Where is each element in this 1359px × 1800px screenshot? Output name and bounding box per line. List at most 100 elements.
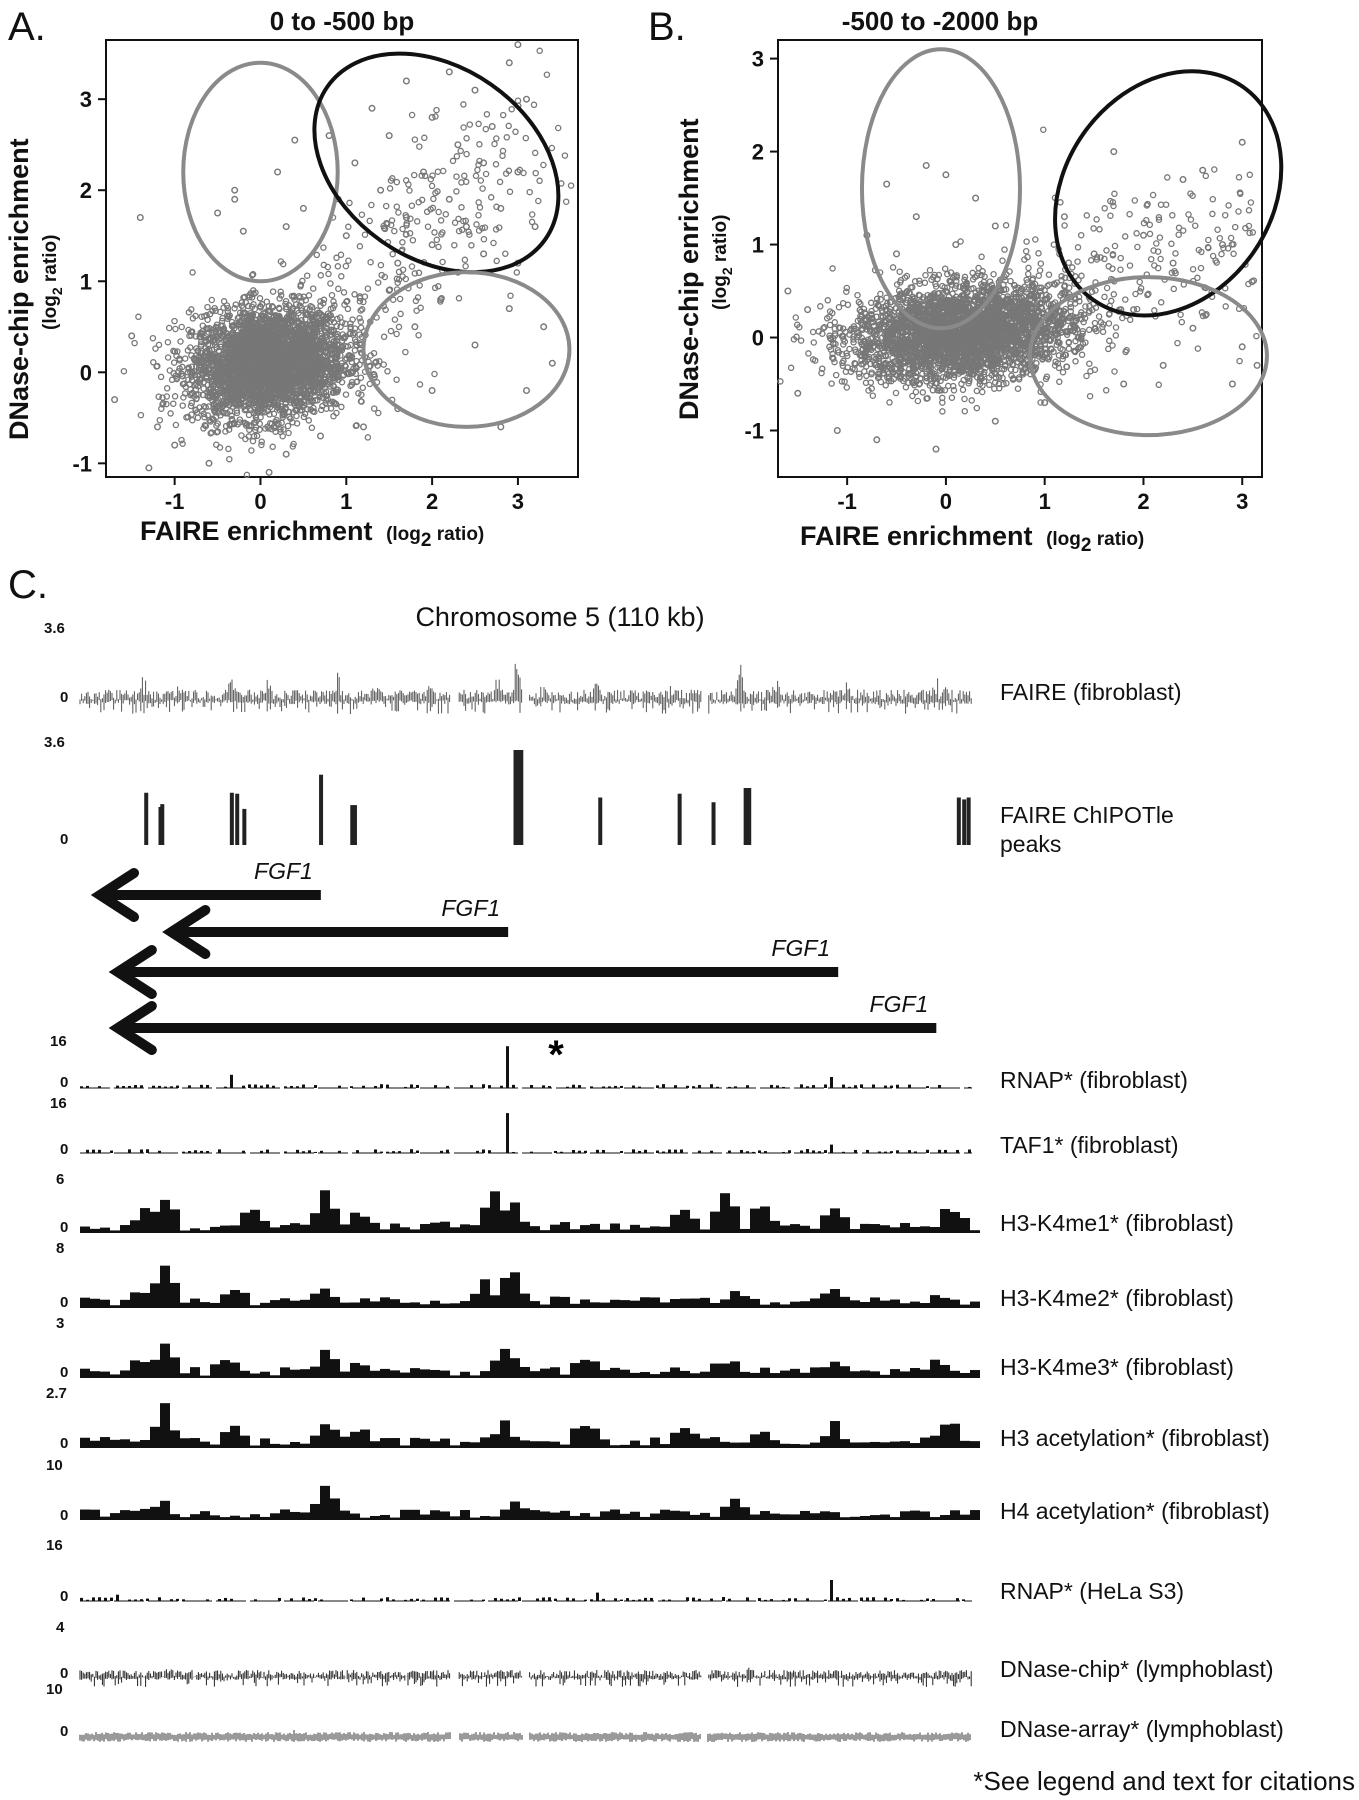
scatter-point bbox=[188, 363, 196, 370]
scatter-point bbox=[342, 262, 350, 270]
scatter-point bbox=[178, 323, 185, 331]
scatter-point bbox=[256, 420, 264, 428]
scatter-point bbox=[828, 380, 835, 387]
scatter-point bbox=[480, 235, 488, 243]
scatter-point bbox=[479, 185, 486, 192]
scatter-point bbox=[284, 422, 292, 430]
scatter-point bbox=[246, 399, 253, 406]
scatter-point bbox=[216, 444, 224, 451]
scatter-point bbox=[185, 364, 192, 371]
scatter-point bbox=[364, 285, 372, 292]
scatter-point bbox=[896, 268, 903, 275]
scatter-point bbox=[439, 258, 446, 266]
scatter-point bbox=[375, 409, 382, 417]
x-tick-label: 2 bbox=[426, 489, 438, 514]
scatter-point bbox=[491, 140, 498, 148]
scatter-point bbox=[345, 257, 352, 264]
scatter-point bbox=[454, 141, 462, 149]
scatter-point bbox=[351, 347, 359, 354]
scatter-point bbox=[258, 441, 265, 449]
scatter-point bbox=[150, 359, 157, 366]
scatter-point bbox=[245, 302, 252, 310]
scatter-point bbox=[225, 445, 232, 453]
scatter-point bbox=[226, 455, 233, 463]
scatter-point bbox=[492, 161, 500, 168]
scatter-point bbox=[181, 355, 189, 362]
scatter-point bbox=[561, 152, 569, 159]
scatter-point bbox=[312, 397, 319, 404]
scatter-point bbox=[189, 315, 197, 322]
highlight-ellipse bbox=[181, 60, 340, 284]
scatter-point bbox=[1105, 320, 1113, 327]
scatter-point bbox=[536, 177, 543, 185]
scatter-point bbox=[136, 213, 144, 221]
scatter-point bbox=[377, 186, 385, 194]
scatter-point bbox=[279, 432, 286, 440]
x-tick-label: 1 bbox=[340, 489, 352, 514]
scatter-point bbox=[179, 402, 186, 409]
scatter-point bbox=[941, 265, 949, 272]
scatter-point bbox=[393, 178, 401, 186]
scatter-point bbox=[236, 416, 244, 423]
highlight-ellipse bbox=[361, 270, 572, 429]
scatter-point bbox=[460, 124, 467, 131]
scatter-point bbox=[171, 393, 179, 400]
scatter-point bbox=[979, 388, 986, 396]
scatter-point bbox=[171, 317, 178, 325]
scatter-point bbox=[471, 86, 479, 94]
scatter-point bbox=[462, 223, 470, 231]
scatter-point bbox=[442, 211, 450, 218]
scatter-point bbox=[385, 132, 393, 140]
scatter-point bbox=[428, 182, 436, 190]
scatter-point bbox=[178, 436, 185, 444]
scatter-point bbox=[217, 341, 225, 348]
scatter-point bbox=[402, 77, 410, 85]
scatter-point bbox=[522, 134, 530, 142]
scatter-point bbox=[342, 320, 349, 327]
scatter-point bbox=[347, 382, 354, 390]
scatter-point bbox=[367, 258, 374, 266]
scatter-point bbox=[336, 347, 344, 354]
scatter-point bbox=[172, 421, 180, 429]
scatter-point bbox=[245, 411, 253, 419]
scatter-point bbox=[437, 217, 445, 224]
scatter-point bbox=[393, 203, 401, 210]
scatter-point bbox=[457, 147, 464, 155]
scatter-point bbox=[226, 408, 234, 415]
scatter-point bbox=[428, 241, 436, 249]
panel-b-letter: B. bbox=[648, 5, 686, 49]
scatter-point bbox=[156, 416, 164, 424]
scatter-point bbox=[236, 419, 243, 426]
scatter-point bbox=[391, 316, 399, 323]
scatter-point bbox=[475, 211, 482, 219]
scatter-point bbox=[490, 239, 497, 247]
scatter-point bbox=[476, 141, 483, 148]
scatter-point bbox=[428, 113, 436, 121]
scatter-point bbox=[335, 285, 342, 293]
scatter-point bbox=[303, 272, 311, 279]
scatter-point bbox=[506, 188, 514, 196]
scatter-point bbox=[187, 402, 195, 410]
scatter-point bbox=[340, 289, 348, 296]
scatter-point bbox=[135, 313, 142, 321]
scatter-point bbox=[409, 236, 417, 244]
scatter-point bbox=[514, 41, 522, 49]
scatter-point bbox=[368, 104, 376, 112]
scatter-point bbox=[431, 370, 438, 378]
scatter-point bbox=[275, 304, 283, 312]
scatter-point bbox=[294, 317, 301, 325]
scatter-point bbox=[177, 338, 184, 345]
scatter-point bbox=[350, 365, 357, 372]
scatter-point bbox=[145, 464, 153, 472]
scatter-point bbox=[435, 243, 442, 251]
scatter-point bbox=[243, 471, 251, 479]
panel-b-title: -500 to -2000 bp bbox=[842, 6, 1039, 36]
scatter-point bbox=[406, 187, 413, 194]
scatter-point bbox=[271, 401, 279, 409]
scatter-point bbox=[246, 422, 253, 430]
scatter-point bbox=[488, 122, 496, 130]
scatter-point bbox=[330, 399, 338, 406]
scatter-point bbox=[468, 242, 475, 249]
scatter-point bbox=[337, 367, 344, 374]
scatter-point bbox=[382, 202, 390, 210]
